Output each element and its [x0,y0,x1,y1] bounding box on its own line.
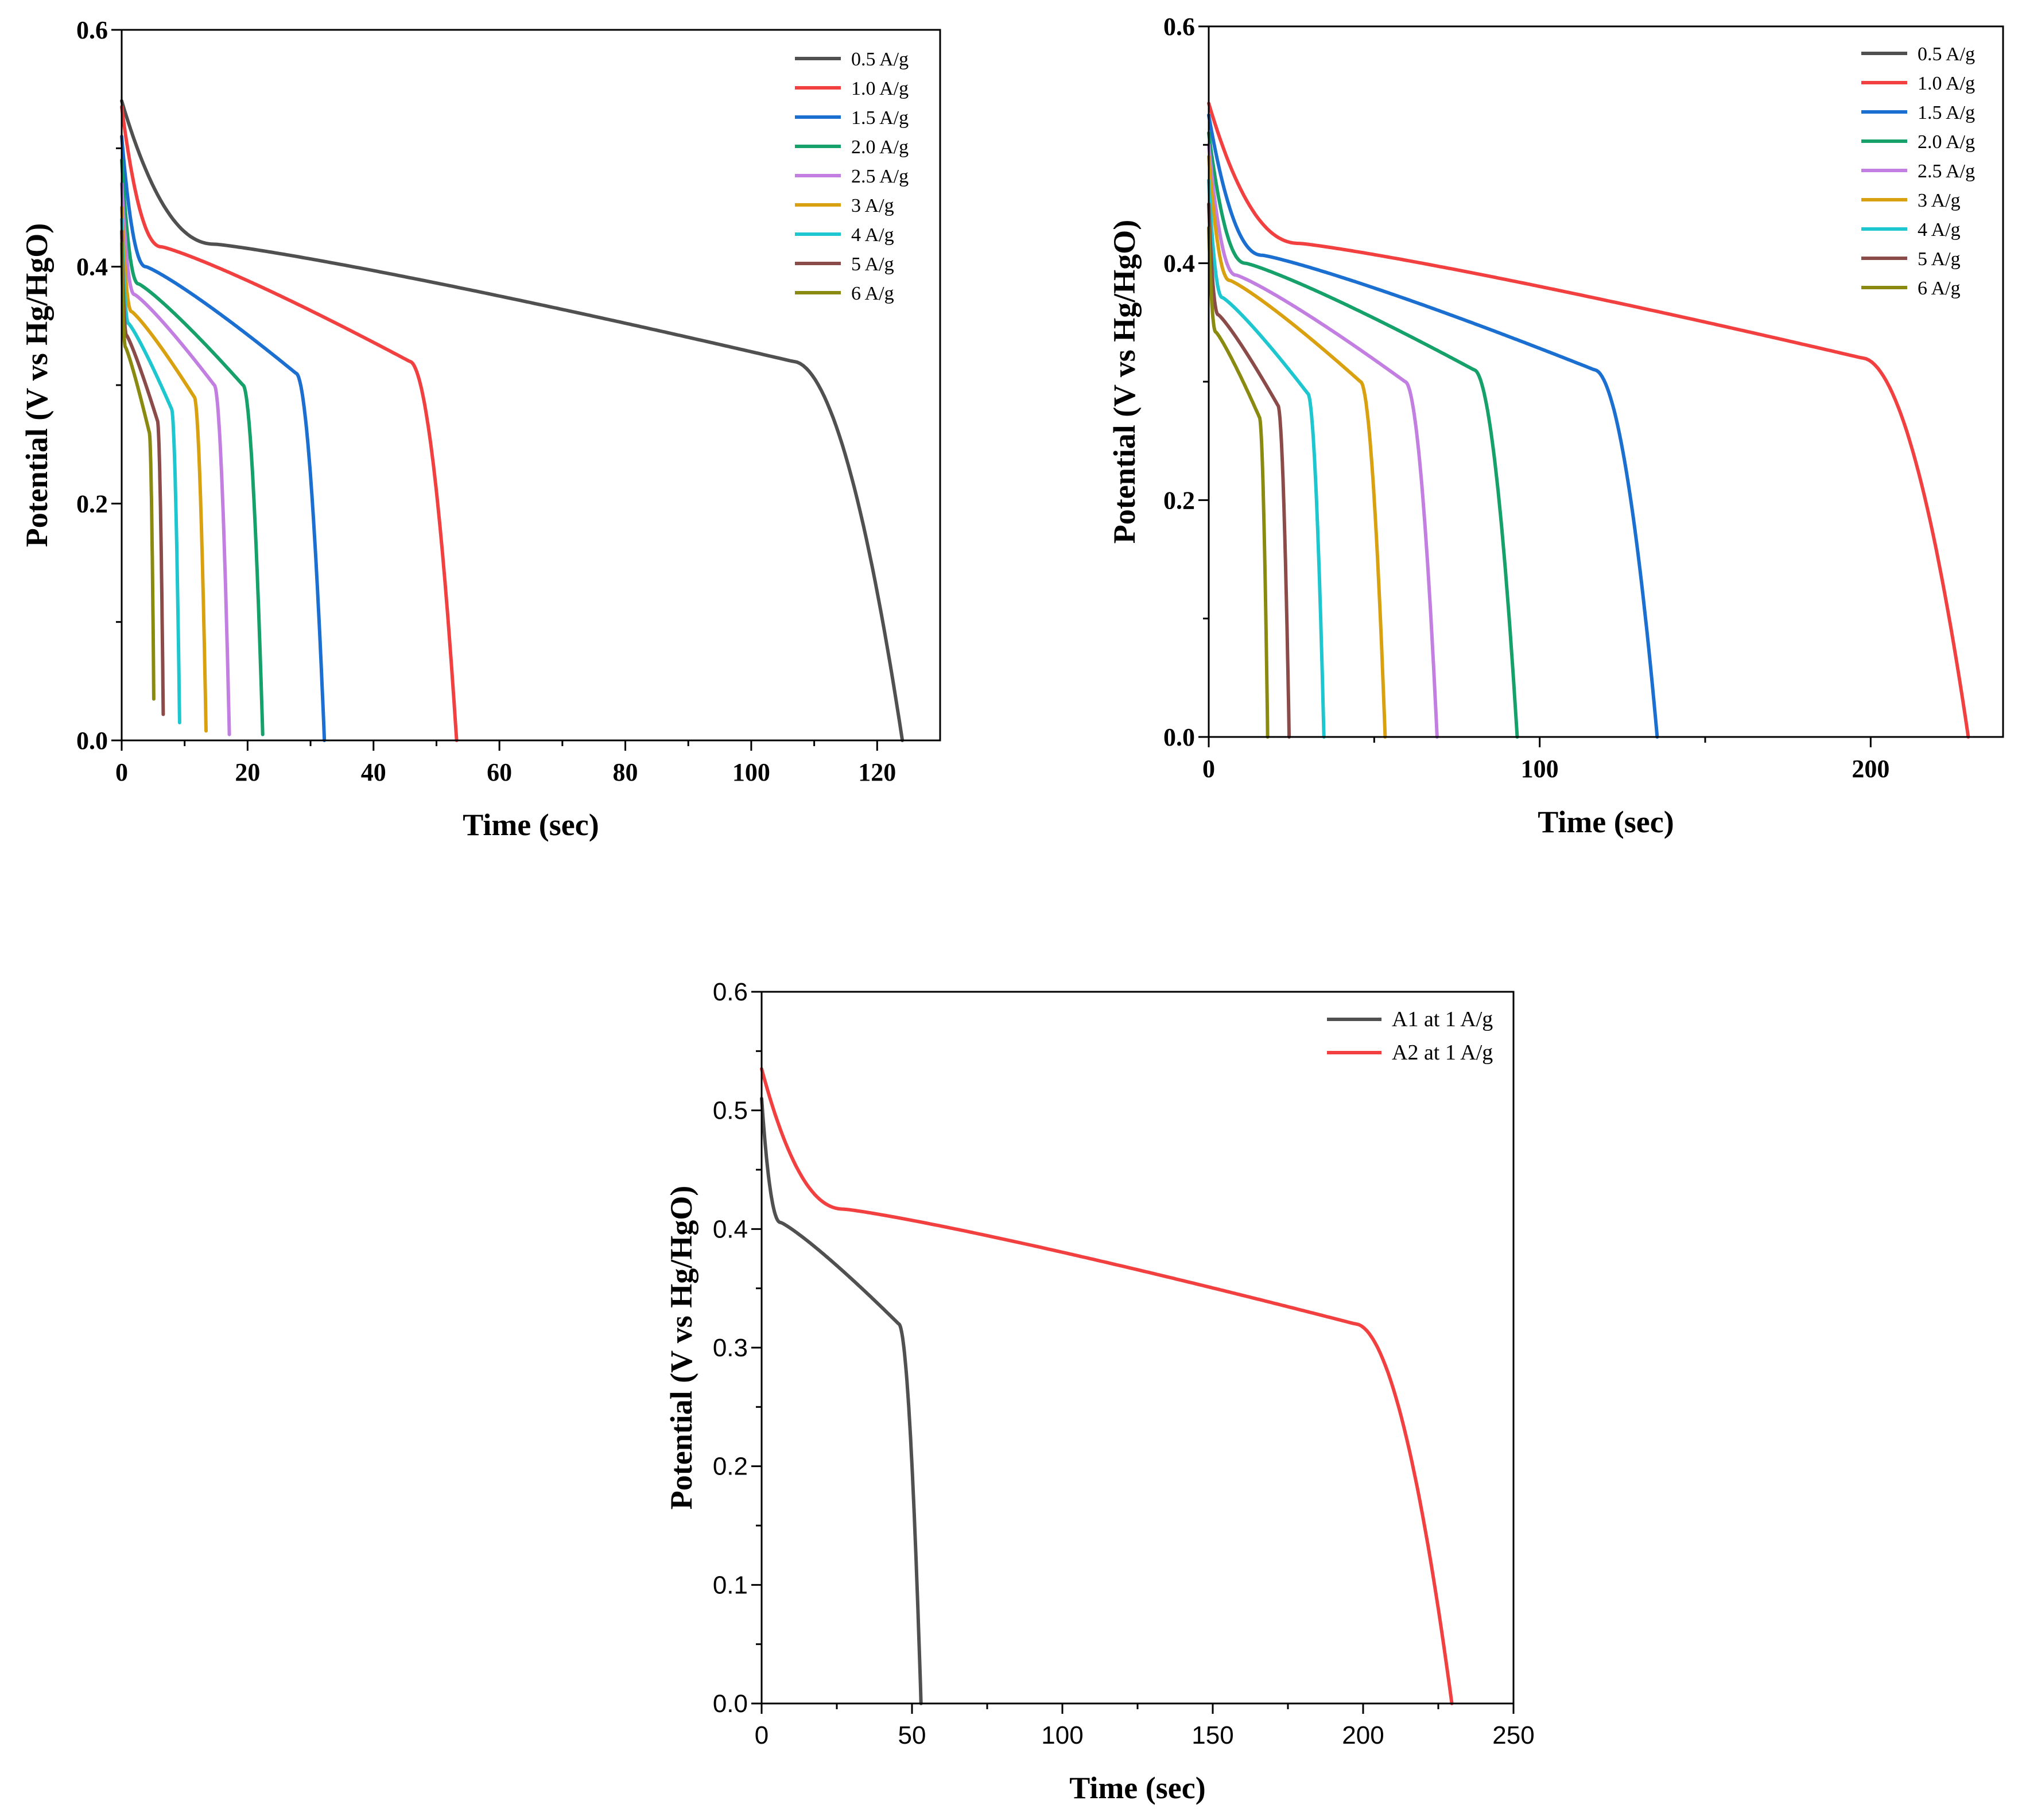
y-tick-label: 0.2 [1163,486,1195,514]
x-axis-title: Time (sec) [463,808,599,842]
y-tick-label: 0.6 [713,978,748,1006]
x-tick-label: 0 [755,1721,769,1749]
y-tick-label: 0.6 [1163,13,1195,41]
y-tick-label: 0.0 [713,1690,748,1718]
x-tick-label: 200 [1342,1721,1384,1749]
x-tick-label: 80 [613,758,638,786]
x-axis-title: Time (sec) [1538,805,1674,839]
x-tick-label: 50 [898,1721,926,1749]
plot-frame [760,991,1515,1705]
legend: 0.5 A/g 1.0 A/g 1.5 A/g 2.0 A/g 2.5 A/g 3 A/g… [795,49,909,304]
x-tick-label: 100 [732,758,770,786]
legend-label: 6 A/g [1918,278,1961,299]
legend-label: 2.0 A/g [851,137,909,158]
series-line-1-0-a-g [1207,102,1970,739]
legend-label: 2.5 A/g [851,166,909,187]
legend-label: 0.5 A/g [1918,44,1975,65]
x-tick-label: 60 [487,758,512,786]
series-line-a1-at-1-a-g [760,1097,923,1705]
y-tick-label: 0.6 [76,16,108,44]
series-line-4-a-g [120,218,181,724]
series-line-3-a-g [120,205,208,733]
legend-label: 4 A/g [1918,219,1961,240]
y-tick-label: 0.0 [1163,723,1195,751]
y-axis-title: Potential (V vs Hg/HgO) [1107,220,1142,544]
series-line-6-a-g [120,241,156,701]
y-tick-label: 0.5 [713,1097,748,1125]
legend-label: 1.5 A/g [1918,102,1975,123]
series-line-2-0-a-g [1207,131,1519,739]
y-tick-label: 0.2 [76,490,108,518]
legend-label: 5 A/g [1918,249,1961,270]
y-tick-label: 0.3 [713,1334,748,1362]
legend-label: 4 A/g [851,224,894,246]
y-axis-title: Potential (V vs Hg/HgO) [664,1186,698,1509]
y-tick-label: 0.1 [713,1571,748,1599]
x-tick-label: 0 [115,758,128,786]
series-line-2-5-a-g [120,182,231,736]
legend-label: A1 at 1 A/g [1392,1007,1493,1031]
series-line-1-5-a-g [1207,113,1659,739]
legend-label: 6 A/g [851,283,894,304]
y-tick-label: 0.4 [713,1215,748,1243]
legend-label: 1.0 A/g [851,78,909,99]
series-line-5-a-g [1207,202,1291,739]
y-tick-label: 0.4 [76,253,108,281]
y-tick-label: 0.0 [76,727,108,755]
series-line-0-5-a-g [120,99,905,742]
series-line-2-5-a-g [1207,143,1439,739]
x-tick-label: 150 [1192,1721,1233,1749]
series-line-5-a-g [120,229,165,716]
series-line-2-0-a-g [120,158,265,736]
series-line-4-a-g [1207,178,1326,739]
legend: A1 at 1 A/g A2 at 1 A/g [1327,1007,1493,1065]
x-tick-label: 40 [361,758,386,786]
chart-1: 0 20 40 60 80 100 120 0.0 0.2 0.4 0.6 Time (sec) Pot… [20,16,941,842]
legend-label: 0.5 A/g [851,49,909,70]
series-line-a2-at-1-a-g [760,1067,1454,1705]
x-axis-title: Time (sec) [1069,1771,1205,1805]
legend-label: 3 A/g [1918,190,1961,211]
x-tick-label: 250 [1492,1721,1534,1749]
y-axis-title: Potential (V vs Hg/HgO) [20,223,54,547]
x-tick-label: 20 [235,758,260,786]
y-tick-label: 0.4 [1163,250,1195,278]
legend-label: 3 A/g [851,195,894,216]
series-line-3-a-g [1207,155,1387,739]
x-tick-label: 120 [858,758,896,786]
x-tick-label: 200 [1852,755,1889,783]
chart-3: 0 50 100 150 200 250 0.0 0.1 0.2 0.3 0.4 0.5 0.6 Time… [664,978,1535,1805]
series-line-1-5-a-g [120,134,327,742]
legend-label: 1.5 A/g [851,107,909,129]
legend: 0.5 A/g 1.0 A/g 1.5 A/g 2.0 A/g 2.5 A/g 3 A/g… [1861,44,1975,299]
legend-label: A2 at 1 A/g [1392,1041,1493,1065]
series-line-1-0-a-g [120,105,459,742]
legend-label: 2.5 A/g [1918,161,1975,182]
x-tick-label: 0 [1202,755,1215,783]
legend-label: 1.0 A/g [1918,73,1975,94]
x-tick-label: 100 [1041,1721,1083,1749]
legend-label: 2.0 A/g [1918,131,1975,153]
legend-label: 5 A/g [851,254,894,275]
chart-2: 0 100 200 0.0 0.2 0.4 0.6 Time (sec) Potential (… [1107,13,2004,839]
series-line-6-a-g [1207,226,1270,739]
y-tick-label: 0.2 [713,1453,748,1481]
x-tick-label: 100 [1521,755,1559,783]
